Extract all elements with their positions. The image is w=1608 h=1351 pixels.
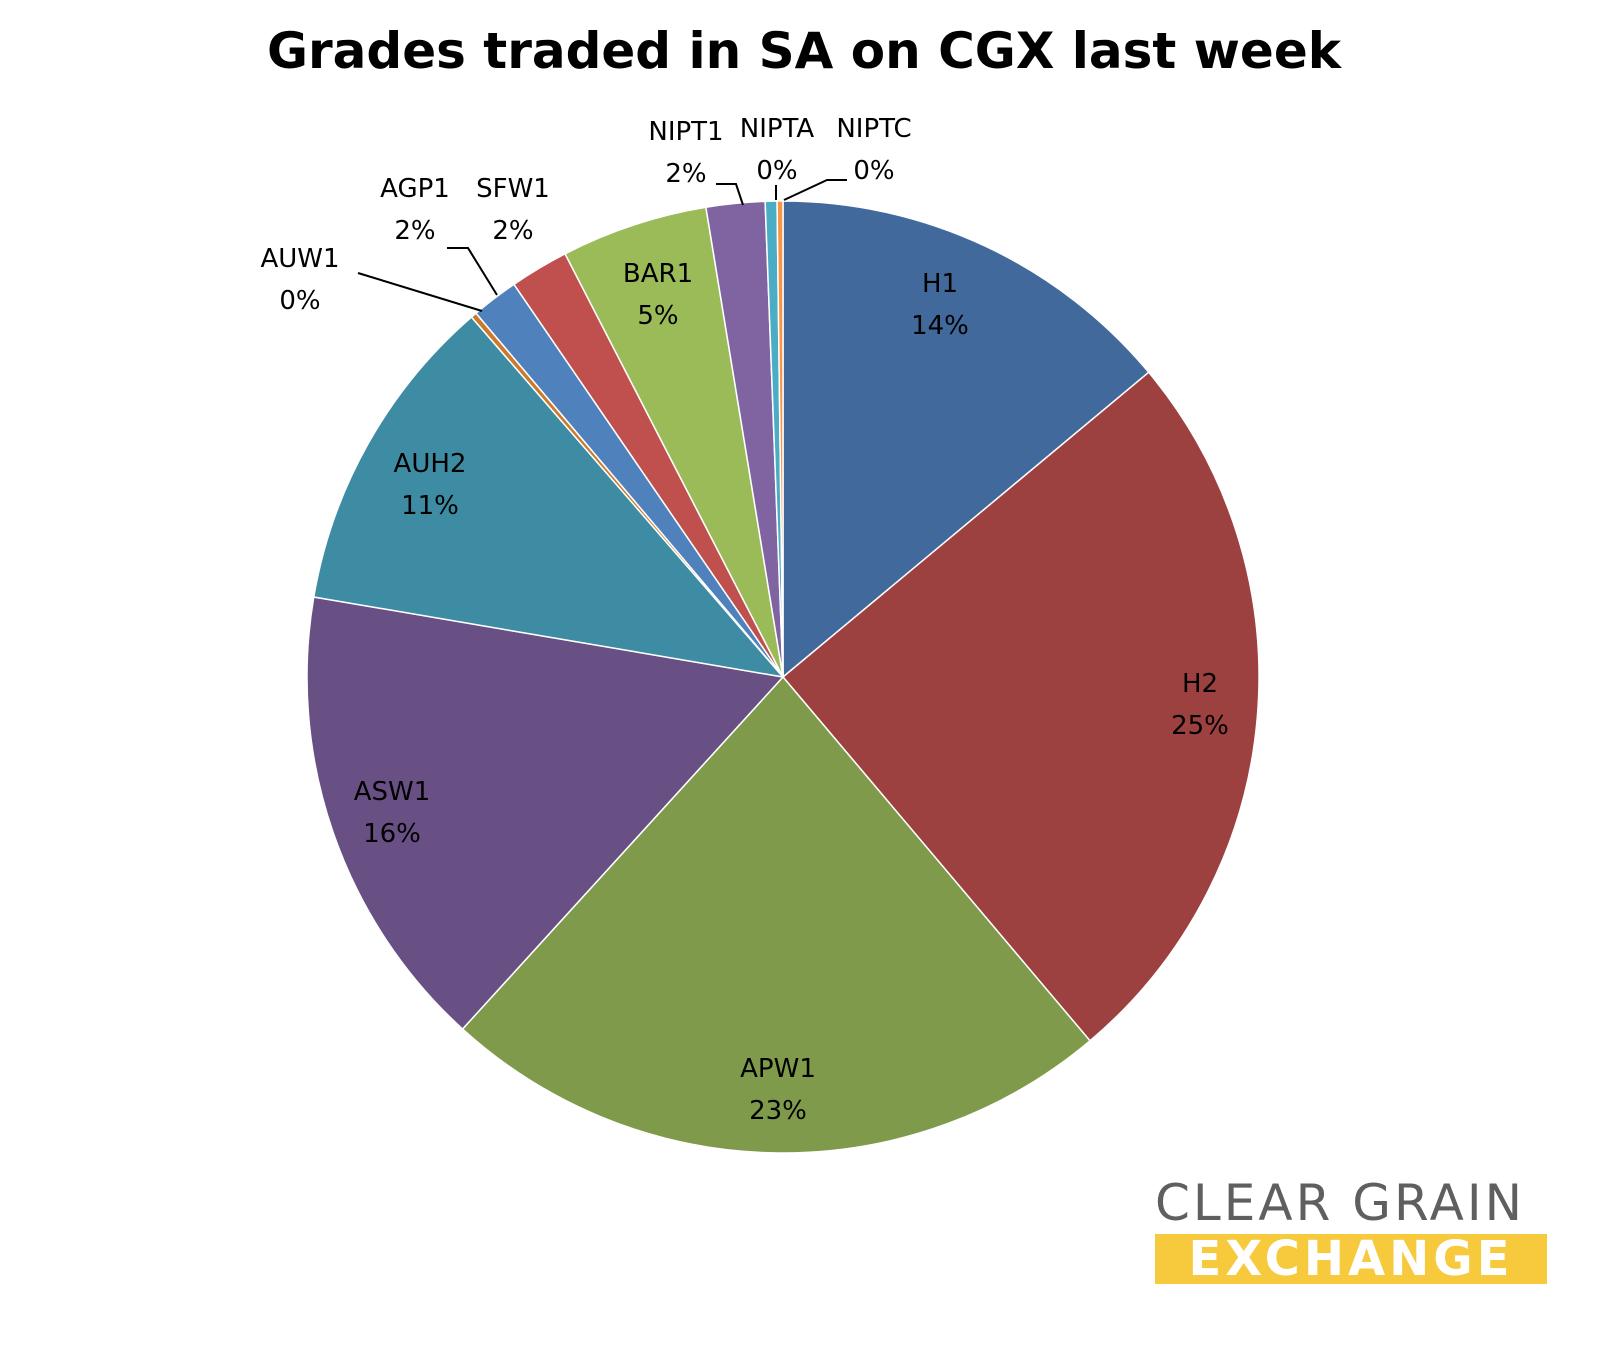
slice-bar1	[564, 206, 784, 678]
slice-percent-nipta: 0%	[756, 156, 797, 186]
slice-percent-niptc: 0%	[853, 156, 894, 186]
leader-line-auw1	[357, 272, 483, 312]
logo-banner: EXCHANGE	[1155, 1234, 1547, 1284]
slice-label-h2: H2	[1182, 669, 1218, 699]
slice-percent-asw1: 16%	[363, 819, 421, 849]
slice-label-auw1: AUW1	[260, 244, 339, 274]
slice-label-sfw1: SFW1	[476, 174, 550, 204]
slice-percent-auw1: 0%	[279, 286, 320, 316]
slice-h2	[781, 371, 1260, 1042]
slice-apw1	[461, 675, 1092, 1154]
slice-label-bar1: BAR1	[623, 259, 693, 289]
clear-grain-exchange-logo: CLEAR GRAIN EXCHANGE	[1155, 1178, 1547, 1284]
slice-percent-sfw1: 2%	[492, 216, 533, 246]
slice-label-apw1: APW1	[740, 1054, 816, 1084]
leader-line-agp1	[447, 247, 498, 296]
logo-line-1: CLEAR GRAIN	[1155, 1174, 1526, 1232]
slice-label-h1: H1	[922, 269, 958, 299]
slice-label-nipta: NIPTA	[740, 114, 815, 144]
leader-line-nipt1	[716, 183, 744, 206]
slice-percent-h1: 14%	[911, 311, 969, 341]
slice-percent-agp1: 2%	[394, 216, 435, 246]
slice-label-auh2: AUH2	[394, 449, 467, 479]
chart-title: Grades traded in SA on CGX last week	[266, 22, 1342, 80]
slice-label-niptc: NIPTC	[836, 114, 911, 144]
slice-percent-apw1: 23%	[749, 1096, 807, 1126]
slice-h1	[782, 200, 1150, 679]
logo-line-2: EXCHANGE	[1188, 1231, 1514, 1287]
leader-line-niptc	[783, 179, 847, 201]
slice-percent-nipt1: 2%	[665, 159, 706, 189]
slice-niptc	[776, 200, 784, 678]
slice-label-agp1: AGP1	[380, 174, 450, 204]
slice-percent-bar1: 5%	[637, 301, 678, 331]
slice-percent-auh2: 11%	[401, 491, 459, 521]
slice-label-nipt1: NIPT1	[648, 117, 723, 147]
slice-label-asw1: ASW1	[354, 777, 431, 807]
slice-percent-h2: 25%	[1171, 711, 1229, 741]
slice-asw1	[306, 596, 785, 1031]
slice-auh2	[312, 316, 785, 679]
